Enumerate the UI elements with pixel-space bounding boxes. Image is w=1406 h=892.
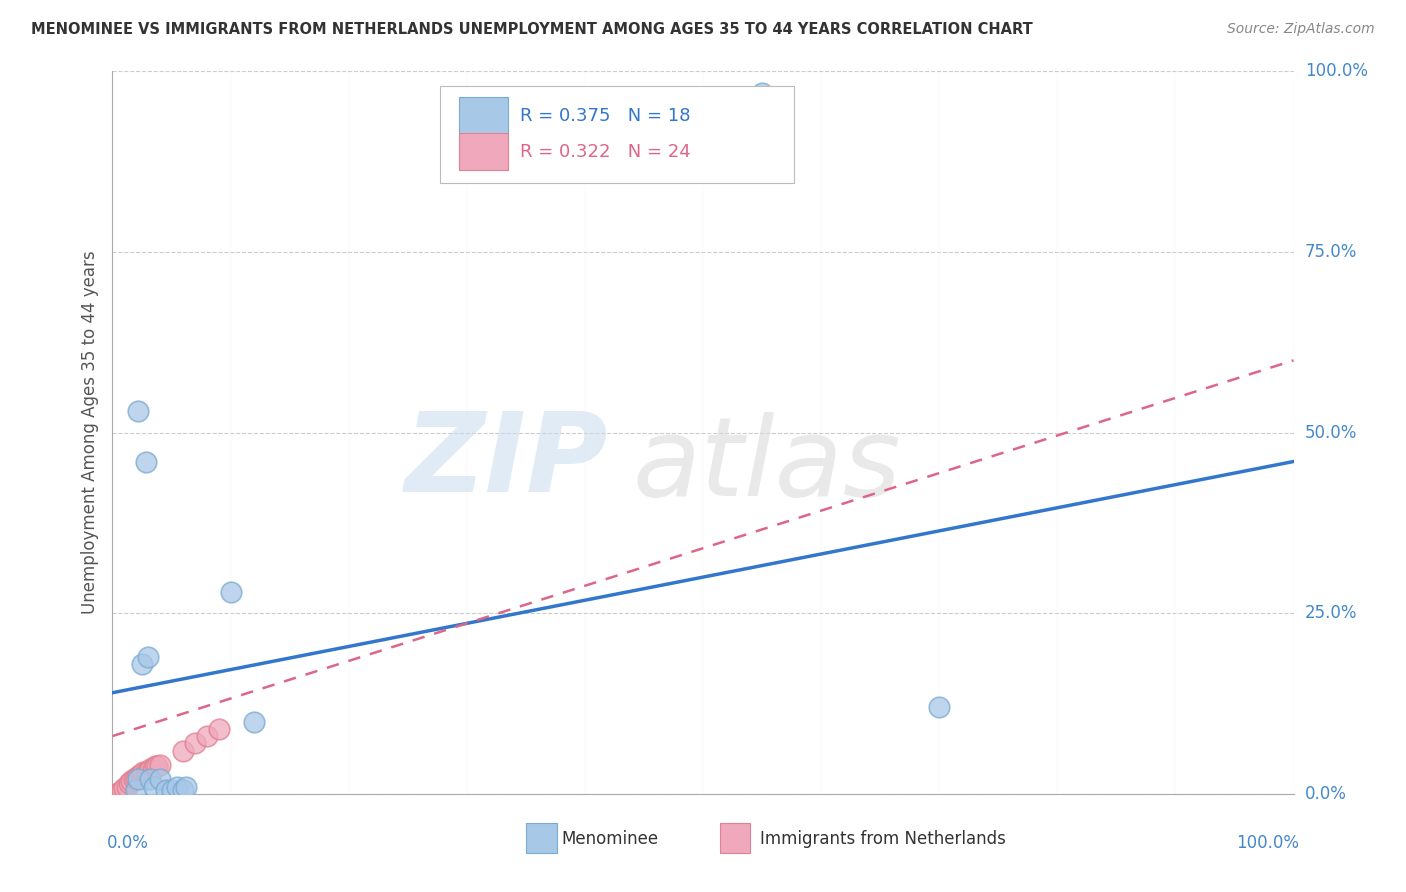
Point	[127, 769, 149, 783]
Point	[108, 785, 131, 799]
Point	[139, 762, 162, 776]
Text: 100.0%: 100.0%	[1305, 62, 1368, 80]
Text: R = 0.375   N = 18: R = 0.375 N = 18	[520, 107, 690, 125]
Text: atlas: atlas	[633, 411, 901, 518]
Point	[104, 787, 127, 801]
Point	[118, 776, 141, 790]
Point	[243, 714, 266, 729]
Point	[139, 772, 162, 787]
Point	[219, 584, 242, 599]
Point	[122, 772, 145, 787]
Point	[160, 783, 183, 797]
Point	[105, 787, 128, 801]
Text: R = 0.322   N = 24: R = 0.322 N = 24	[520, 144, 690, 161]
FancyBboxPatch shape	[440, 86, 794, 184]
Point	[155, 783, 177, 797]
Point	[149, 772, 172, 787]
Point	[135, 765, 157, 780]
Text: 75.0%: 75.0%	[1305, 243, 1357, 261]
Point	[135, 454, 157, 468]
Point	[184, 736, 207, 750]
Y-axis label: Unemployment Among Ages 35 to 44 years: Unemployment Among Ages 35 to 44 years	[80, 251, 98, 615]
Point	[142, 762, 165, 776]
Point	[149, 758, 172, 772]
Point	[195, 729, 218, 743]
Point	[751, 86, 773, 100]
Point	[115, 780, 138, 794]
Text: 0.0%: 0.0%	[107, 834, 149, 852]
Text: Menominee: Menominee	[561, 830, 658, 848]
Point	[208, 722, 231, 736]
Point	[928, 700, 950, 714]
Point	[166, 780, 188, 794]
Text: Source: ZipAtlas.com: Source: ZipAtlas.com	[1227, 22, 1375, 37]
Point	[143, 759, 166, 773]
Point	[132, 765, 155, 780]
Point	[129, 766, 152, 780]
Point	[172, 783, 194, 797]
Point	[125, 783, 148, 797]
Text: 0.0%: 0.0%	[1305, 785, 1347, 803]
Text: 50.0%: 50.0%	[1305, 424, 1357, 442]
Point	[136, 649, 159, 664]
Text: ZIP: ZIP	[405, 408, 609, 515]
Point	[172, 743, 194, 757]
Point	[125, 771, 148, 785]
Point	[111, 783, 134, 797]
FancyBboxPatch shape	[458, 133, 508, 170]
Text: MENOMINEE VS IMMIGRANTS FROM NETHERLANDS UNEMPLOYMENT AMONG AGES 35 TO 44 YEARS : MENOMINEE VS IMMIGRANTS FROM NETHERLANDS…	[31, 22, 1032, 37]
Text: 100.0%: 100.0%	[1236, 834, 1299, 852]
Text: Immigrants from Netherlands: Immigrants from Netherlands	[759, 830, 1005, 848]
Point	[131, 657, 153, 671]
Point	[127, 772, 149, 787]
FancyBboxPatch shape	[720, 822, 751, 853]
FancyBboxPatch shape	[526, 822, 557, 853]
Point	[120, 773, 142, 788]
Text: 25.0%: 25.0%	[1305, 604, 1357, 623]
Point	[112, 781, 135, 796]
FancyBboxPatch shape	[458, 96, 508, 134]
Point	[146, 759, 169, 773]
Point	[142, 780, 165, 794]
Point	[136, 765, 159, 780]
Point	[127, 404, 149, 418]
Point	[174, 780, 197, 794]
